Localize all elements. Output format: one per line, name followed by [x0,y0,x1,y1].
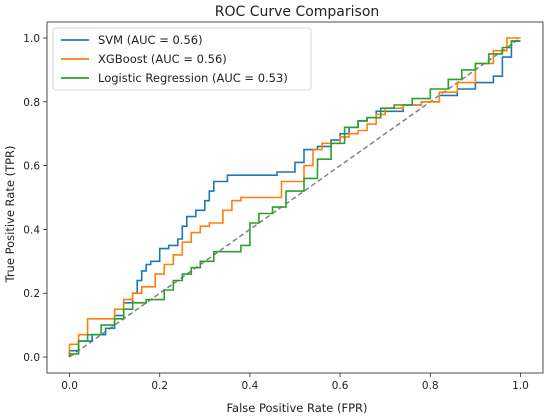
reference-diagonal-line [69,37,521,358]
chart-title: ROC Curve Comparison [215,4,380,20]
x-tick-label: 0.0 [61,380,78,392]
y-tick-label: 1.0 [23,33,40,45]
legend-label-3: Logistic Regression (AUC = 0.53) [98,71,288,85]
y-tick-label: 0.2 [23,288,40,300]
x-tick-label: 0.8 [422,380,439,392]
x-axis-label: False Positive Rate (FPR) [226,401,367,415]
legend-box [52,27,312,91]
x-tick-label: 0.4 [242,380,259,392]
y-tick-label: 0.4 [23,224,40,236]
axes-frame [46,21,544,374]
plot-area: 0.0 0.2 0.4 0.6 0.8 1.0 0.0 0.2 0.4 0.6 0.8 1.0 SVM … [23,21,544,392]
y-tick-label: 0.0 [23,352,40,364]
series-line-2 [68,37,521,357]
x-tick-label: 1.0 [512,380,529,392]
y-axis-label: True Positive Rate (TPR) [3,145,17,283]
series-line-3 [68,40,521,357]
legend-label-2: XGBoost (AUC = 0.56) [98,52,227,66]
y-tick-label: 0.6 [23,161,40,173]
x-tick-label: 0.2 [151,380,168,392]
legend-label-1: SVM (AUC = 0.56) [98,33,203,47]
legend: SVM (AUC = 0.56) XGBoost (AUC = 0.56) Logi… [52,27,312,91]
x-tick-label: 0.6 [332,380,349,392]
y-tick-label: 0.8 [23,97,40,109]
